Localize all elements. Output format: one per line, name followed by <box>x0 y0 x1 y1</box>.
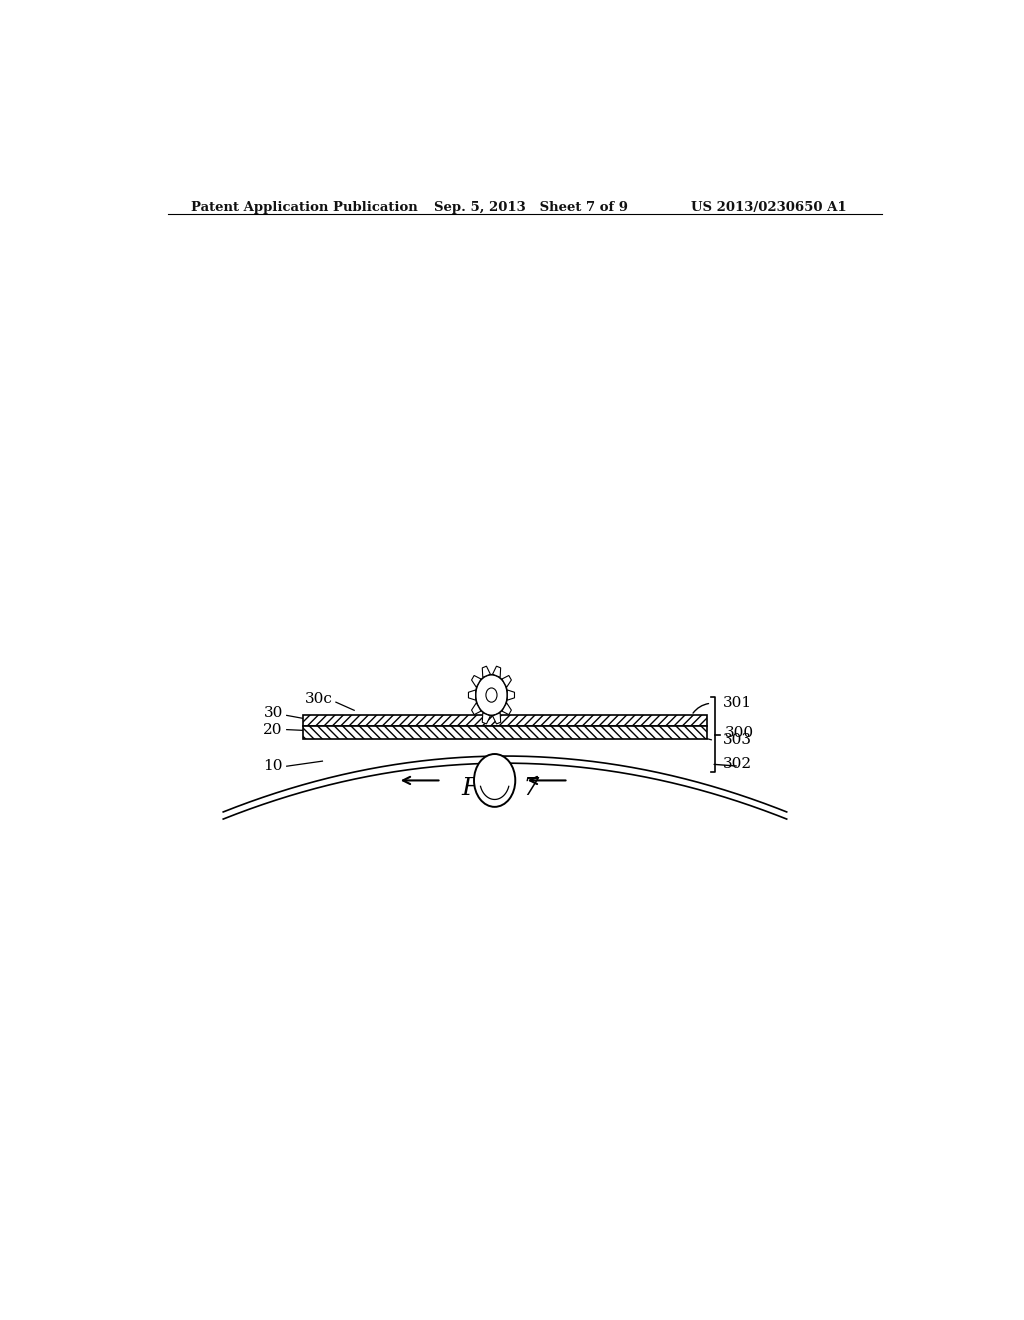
Text: 301: 301 <box>723 696 753 710</box>
Text: FIG. 7: FIG. 7 <box>462 777 540 800</box>
Polygon shape <box>472 702 481 714</box>
Bar <box>303 715 708 726</box>
Polygon shape <box>502 702 511 714</box>
Polygon shape <box>493 713 501 723</box>
Polygon shape <box>502 676 511 688</box>
Text: Patent Application Publication: Patent Application Publication <box>191 201 418 214</box>
Text: 10: 10 <box>263 759 283 774</box>
Text: Sep. 5, 2013   Sheet 7 of 9: Sep. 5, 2013 Sheet 7 of 9 <box>433 201 628 214</box>
Text: US 2013/0230650 A1: US 2013/0230650 A1 <box>691 201 847 214</box>
Text: 300: 300 <box>725 726 754 739</box>
Circle shape <box>475 675 507 715</box>
Text: 303: 303 <box>723 733 753 747</box>
Text: 30: 30 <box>263 706 283 721</box>
Polygon shape <box>482 667 490 677</box>
Polygon shape <box>507 690 514 700</box>
Bar <box>303 726 708 739</box>
Polygon shape <box>472 676 481 688</box>
Text: 30c: 30c <box>305 692 333 706</box>
Text: 302: 302 <box>723 758 753 771</box>
Text: 20: 20 <box>263 722 283 737</box>
Circle shape <box>474 754 515 807</box>
Polygon shape <box>493 667 501 677</box>
Polygon shape <box>468 690 475 700</box>
Polygon shape <box>482 713 490 723</box>
